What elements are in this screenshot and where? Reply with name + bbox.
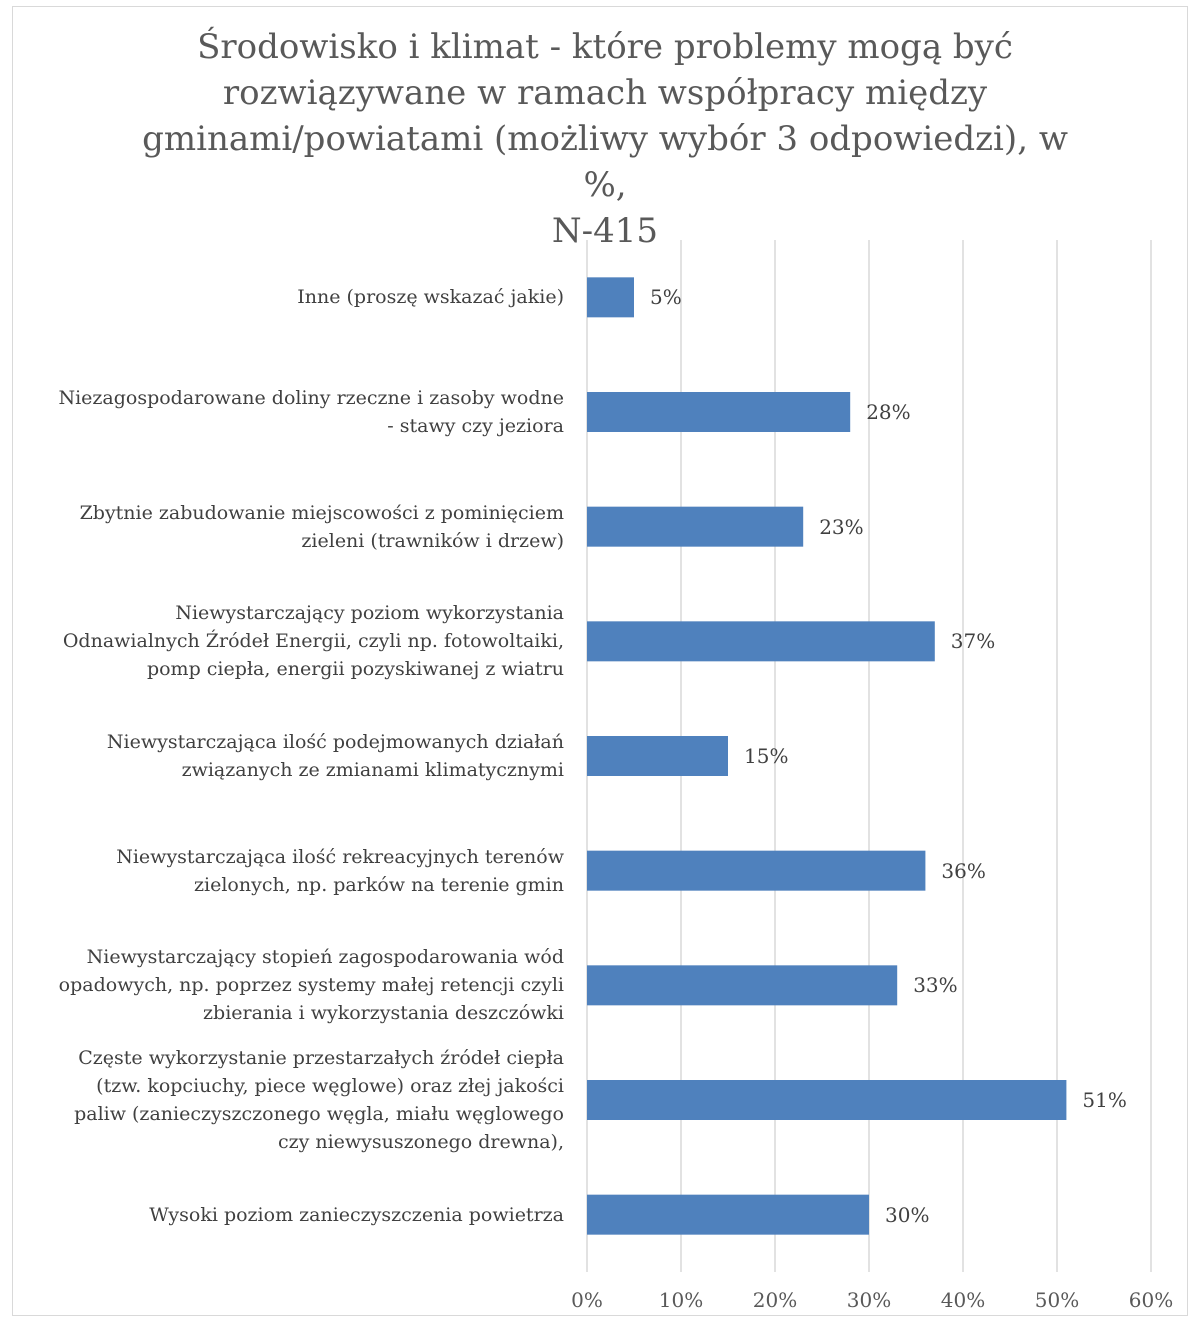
data-label: 33% bbox=[913, 973, 958, 998]
x-tick-label: 60% bbox=[1128, 1288, 1174, 1312]
chart-title-line: gminami/powiatami (możliwy wybór 3 odpow… bbox=[142, 119, 1068, 205]
category-label-line: Odnawialnych Źródeł Energii, czyli np. f… bbox=[62, 630, 564, 653]
bar bbox=[587, 736, 728, 776]
category-label-line: (tzw. kopciuchy, piece węglowe) oraz złe… bbox=[96, 1075, 564, 1097]
category-label-line: czy niewysuszonego drewna), bbox=[277, 1131, 564, 1153]
category-label-line: zieleni (trawników i drzew) bbox=[301, 529, 564, 552]
category-label: Wysoki poziom zanieczyszczenia powietrza bbox=[4, 1201, 564, 1229]
category-label-line: zbierania i wykorzystania deszczówki bbox=[203, 1002, 564, 1025]
category-label-line: Niewystarczający poziom wykorzystania bbox=[175, 602, 564, 625]
data-label: 28% bbox=[866, 400, 911, 424]
chart-title-line: Środowisko i klimat - które problemy mog… bbox=[197, 27, 1013, 67]
bar bbox=[587, 506, 804, 547]
x-tick-label: 40% bbox=[940, 1288, 986, 1312]
x-tick-label: 30% bbox=[846, 1288, 892, 1312]
bar bbox=[587, 392, 851, 432]
category-label-line: Inne (proszę wskazać jakie) bbox=[297, 286, 564, 309]
x-tick-label: 10% bbox=[658, 1288, 704, 1312]
category-label: Częste wykorzystanie przestarzałych źród… bbox=[4, 1044, 564, 1156]
category-label-line: opadowych, np. poprzez systemy małej ret… bbox=[58, 974, 564, 997]
category-label-line: Wysoki poziom zanieczyszczenia powietrza bbox=[149, 1203, 564, 1226]
data-label: 15% bbox=[744, 744, 789, 768]
category-label: Niewystarczający poziom wykorzystania Odn… bbox=[4, 599, 564, 683]
category-label-line: Zbytnie zabudowanie miejscowości z pomin… bbox=[79, 501, 564, 524]
category-label: Niewystarczający stopień zagospodarowani… bbox=[4, 943, 564, 1027]
bar bbox=[587, 1080, 1067, 1120]
category-label-line: zielonych, np. parków na terenie gmin bbox=[194, 873, 564, 896]
data-label: 23% bbox=[819, 514, 864, 539]
data-label: 36% bbox=[941, 858, 986, 883]
category-label-line: pomp ciepła, energii pozyskiwanej z wiat… bbox=[146, 658, 564, 681]
category-label: Niezagospodarowane doliny rzeczne i zaso… bbox=[4, 384, 564, 440]
category-label: Zbytnie zabudowanie miejscowości z pomin… bbox=[4, 499, 564, 555]
category-label-line: Niewystarczająca ilość podejmowanych dzi… bbox=[106, 731, 564, 753]
category-label-line: związanych ze zmianami klimatycznymi bbox=[181, 759, 564, 781]
bar bbox=[587, 1194, 869, 1235]
category-label-line: Częste wykorzystanie przestarzałych źród… bbox=[78, 1047, 564, 1069]
category-label-line: Niewystarczający stopień zagospodarowani… bbox=[86, 946, 564, 969]
bar bbox=[587, 850, 926, 891]
bar bbox=[587, 621, 935, 662]
category-label-line: - stawy czy jeziora bbox=[387, 415, 564, 437]
x-tick-label: 50% bbox=[1034, 1288, 1080, 1312]
data-label: 5% bbox=[650, 285, 682, 310]
category-label: Inne (proszę wskazać jakie) bbox=[4, 283, 564, 311]
bar bbox=[587, 277, 634, 318]
data-label: 30% bbox=[885, 1202, 930, 1227]
chart-title-line: N-415 bbox=[551, 211, 659, 251]
chart-title-line: rozwiązywane w ramach współpracy między bbox=[222, 73, 988, 113]
category-label-line: Niewystarczająca ilość rekreacyjnych ter… bbox=[116, 845, 564, 868]
x-tick-label: 0% bbox=[571, 1288, 603, 1312]
category-label-line: paliw (zanieczyszczonego węgla, miału wę… bbox=[74, 1103, 564, 1125]
category-label-line: Niezagospodarowane doliny rzeczne i zaso… bbox=[58, 387, 564, 409]
category-label: Niewystarczająca ilość podejmowanych dzi… bbox=[4, 728, 564, 784]
chart-title: Środowisko i klimat - które problemy mog… bbox=[130, 24, 1080, 254]
data-label: 37% bbox=[950, 629, 996, 654]
bar bbox=[587, 965, 898, 1006]
category-label: Niewystarczająca ilość rekreacyjnych ter… bbox=[4, 843, 564, 899]
x-tick-label: 20% bbox=[752, 1288, 798, 1312]
data-label: 51% bbox=[1082, 1088, 1127, 1112]
